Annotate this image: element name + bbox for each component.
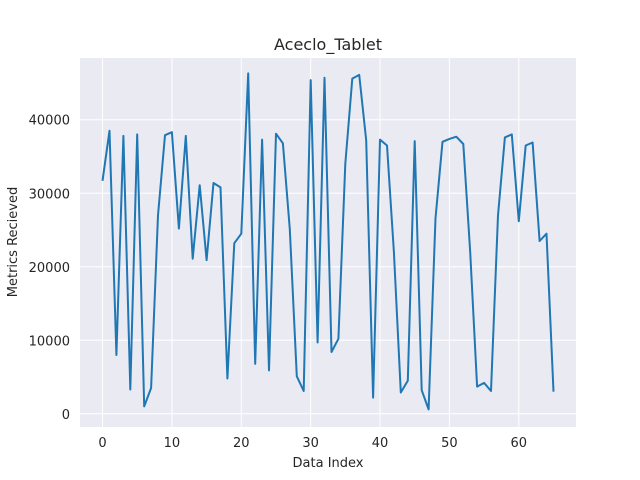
series-lines bbox=[101, 72, 555, 411]
y-tick-label: 0 bbox=[62, 408, 70, 423]
x-tick-label: 0 bbox=[98, 436, 106, 451]
x-tick-labels: 0 10 20 30 40 50 60 bbox=[98, 436, 527, 451]
chart-title: Aceclo_Tablet bbox=[274, 35, 382, 55]
x-tick-label: 60 bbox=[510, 436, 527, 451]
x-tick-label: 20 bbox=[233, 436, 250, 451]
x-axis-label: Data Index bbox=[293, 456, 364, 471]
y-tick-label: 40000 bbox=[29, 114, 70, 129]
y-tick-labels: 0 10000 20000 30000 40000 bbox=[29, 114, 70, 423]
x-tick-label: 50 bbox=[441, 436, 458, 451]
series-line bbox=[101, 72, 555, 411]
y-tick-label: 20000 bbox=[29, 261, 70, 276]
x-tick-label: 30 bbox=[302, 436, 319, 451]
y-tick-label: 30000 bbox=[29, 187, 70, 202]
x-tick-label: 40 bbox=[372, 436, 389, 451]
y-tick-label: 10000 bbox=[29, 334, 70, 349]
x-tick-label: 10 bbox=[164, 436, 181, 451]
y-axis-label: Metrics Recieved bbox=[6, 187, 21, 297]
